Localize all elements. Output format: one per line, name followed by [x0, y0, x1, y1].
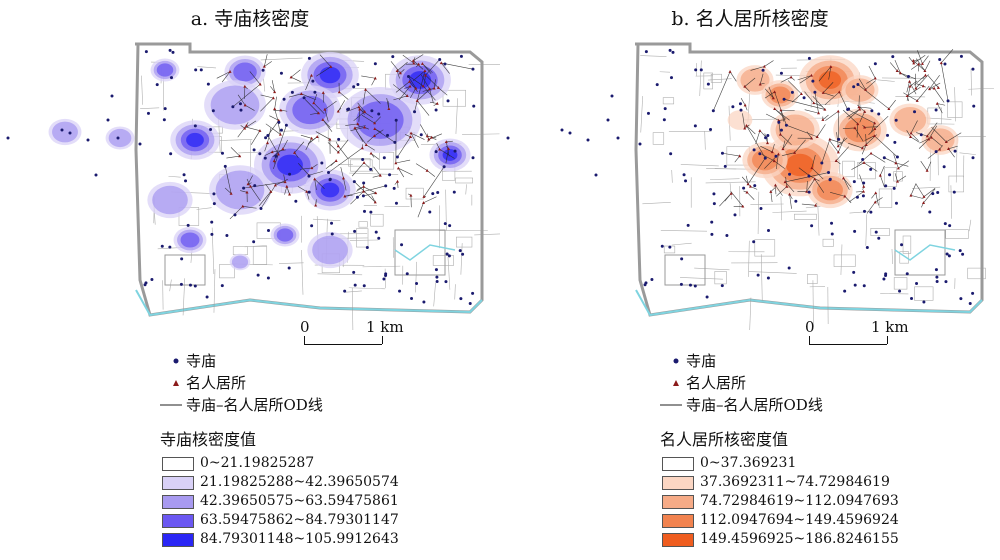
- panel-temple-density: a. 寺庙核密度 0 1 km 寺庙 名人居所 寺庙–名人居所OD线 寺庙核密度…: [6, 8, 500, 549]
- density-class-row: 0~37.369231: [660, 454, 990, 473]
- density-class-row: 63.59475862~84.79301147: [160, 511, 490, 530]
- density-class-label: 37.3692311~74.72984619: [700, 474, 890, 490]
- scale-line: [304, 344, 382, 345]
- density-class-swatch: [662, 476, 694, 490]
- residence-marker-icon: [673, 380, 679, 386]
- density-class-label: 74.72984619~112.0947693: [700, 493, 899, 509]
- density-class-swatch: [162, 457, 194, 471]
- temple-dot-icon: [673, 358, 679, 364]
- density-class-swatch: [662, 533, 694, 547]
- map-layer: [506, 42, 994, 330]
- scale-tick: [304, 336, 305, 344]
- density-class-swatch: [162, 495, 194, 509]
- density-class-row: 74.72984619~112.0947693: [660, 492, 990, 511]
- scale-one-km: 1 km: [871, 318, 909, 336]
- legend-item-temple: 寺庙: [160, 350, 490, 372]
- density-class-swatch: [162, 514, 194, 528]
- density-class-swatch: [162, 533, 194, 547]
- density-legend-title: 名人居所核密度值: [660, 430, 789, 449]
- scale-tick: [809, 336, 810, 344]
- density-surface: [48, 51, 471, 271]
- scale-one-km: 1 km: [366, 318, 404, 336]
- legend-item-od-line: 寺庙–名人居所OD线: [660, 394, 990, 416]
- legend: 寺庙 名人居所 寺庙–名人居所OD线 名人居所核密度值 0~37.369231 3…: [660, 350, 990, 549]
- legend-item-temple: 寺庙: [660, 350, 990, 372]
- density-classes: 0~21.19825287 21.19825288~42.39650574 42.3…: [160, 454, 490, 549]
- scale-tick: [887, 336, 888, 344]
- density-class-label: 0~37.369231: [700, 455, 797, 471]
- map-temple-density: [6, 42, 500, 330]
- scale-line: [809, 344, 887, 345]
- density-class-row: 37.3692311~74.72984619: [660, 473, 990, 492]
- scale-bar: 0 1 km: [300, 318, 410, 348]
- density-class-row: 149.4596925~186.8246155: [660, 530, 990, 549]
- scale-zero: 0: [805, 318, 815, 336]
- density-class-label: 63.59475862~84.79301147: [200, 512, 399, 528]
- density-classes: 0~37.369231 37.3692311~74.72984619 74.7298…: [660, 454, 990, 549]
- density-class-row: 0~21.19825287: [160, 454, 490, 473]
- scale-tick: [382, 336, 383, 344]
- temple-dot-icon: [173, 358, 179, 364]
- density-class-swatch: [162, 476, 194, 490]
- density-class-row: 21.19825288~42.39650574: [160, 473, 490, 492]
- map-layer: [6, 42, 500, 330]
- density-class-label: 0~21.19825287: [200, 455, 315, 471]
- density-class-swatch: [662, 457, 694, 471]
- density-legend-title: 寺庙核密度值: [160, 430, 257, 449]
- od-line-icon: [160, 404, 182, 406]
- legend-item-od-line: 寺庙–名人居所OD线: [160, 394, 490, 416]
- density-class-label: 42.39650575~63.59475861: [200, 493, 399, 509]
- density-class-label: 112.0947694~149.4596924: [700, 512, 899, 528]
- density-class-swatch: [662, 514, 694, 528]
- density-class-row: 112.0947694~149.4596924: [660, 511, 990, 530]
- density-class-row: 42.39650575~63.59475861: [160, 492, 490, 511]
- residence-marker-icon: [173, 380, 179, 386]
- density-class-label: 21.19825288~42.39650574: [200, 474, 399, 490]
- panel-title: a. 寺庙核密度: [190, 8, 310, 30]
- legend-item-residence: 名人居所: [160, 372, 490, 394]
- legend: 寺庙 名人居所 寺庙–名人居所OD线 寺庙核密度值 0~21.19825287 2…: [160, 350, 490, 549]
- scale-bar: 0 1 km: [805, 318, 915, 348]
- density-class-label: 149.4596925~186.8246155: [700, 531, 899, 547]
- legend-item-residence: 名人居所: [660, 372, 990, 394]
- density-class-swatch: [662, 495, 694, 509]
- panel-title: b. 名人居所核密度: [671, 8, 829, 30]
- density-class-row: 84.79301148~105.9912643: [160, 530, 490, 549]
- od-line-icon: [660, 404, 682, 406]
- panel-residence-density: b. 名人居所核密度 0 1 km 寺庙 名人居所 寺庙–名人居所OD线 名人居…: [500, 0, 1000, 560]
- density-class-label: 84.79301148~105.9912643: [200, 531, 399, 547]
- scale-zero: 0: [300, 318, 310, 336]
- map-residence-density: [506, 42, 994, 330]
- density-surface: [727, 55, 959, 209]
